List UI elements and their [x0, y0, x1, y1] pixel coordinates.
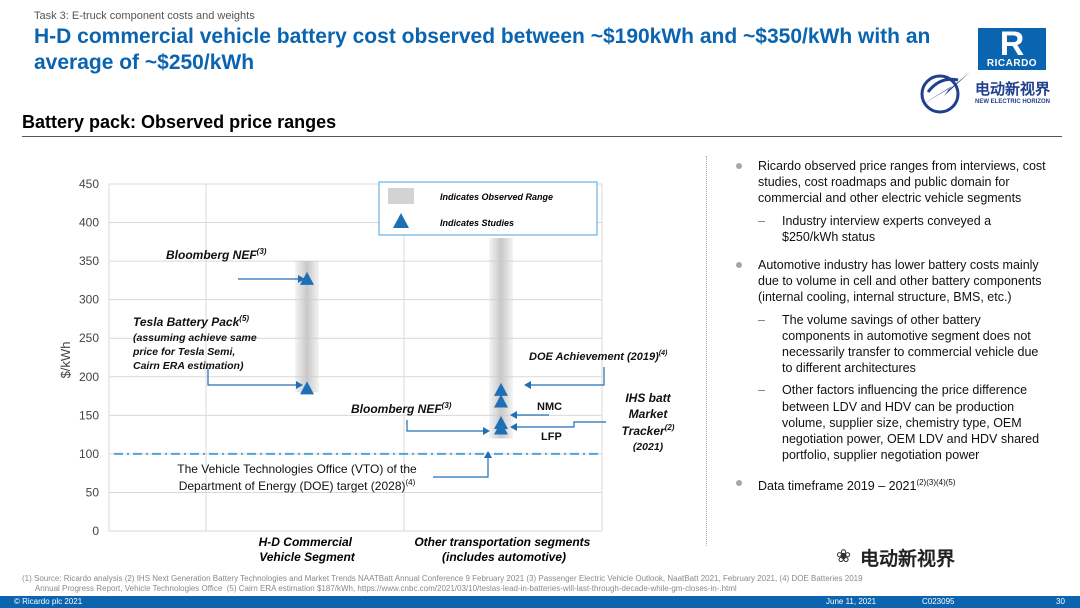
bullet-dot	[736, 163, 742, 169]
logo-letter: R	[1000, 28, 1025, 63]
findings-list: Ricardo observed price ranges from inter…	[730, 158, 1050, 501]
dash-marker: –	[758, 383, 765, 398]
y-tick-label: 250	[79, 331, 99, 345]
category-label: Other transportation segments (includes …	[414, 535, 593, 564]
copyright: © Ricardo plc 2021	[14, 597, 83, 606]
y-tick-label: 0	[92, 524, 99, 538]
y-tick-label: 350	[79, 254, 99, 268]
legend-range-swatch	[388, 188, 414, 204]
annotation-vto: The Vehicle Technologies Office (VTO) of…	[177, 462, 417, 476]
bullet-text: Data timeframe 2019 – 2021	[758, 479, 917, 494]
legend-range-label: Indicates Observed Range	[440, 192, 553, 202]
dash-marker: –	[758, 213, 765, 228]
bullet-item: Data timeframe 2019 – 2021(2)(3)(4)(5)	[730, 475, 1050, 494]
bullet-dot	[736, 480, 742, 487]
watermark-text: 电动新视界	[860, 549, 956, 570]
annotation-lfp: LFP	[541, 431, 562, 443]
bullet-text: Ricardo observed price ranges from inter…	[758, 159, 1046, 206]
observed-range-bar	[489, 237, 513, 439]
annotation-tesla-detail: price for Tesla Semi,	[132, 346, 235, 358]
study-marker	[494, 394, 508, 408]
section-subtitle: Battery pack: Observed price ranges	[22, 112, 337, 132]
arrow-vto	[433, 456, 489, 478]
annotation-ihs: (2021)	[633, 441, 664, 453]
study-marker	[300, 381, 314, 395]
study-marker	[494, 382, 508, 396]
ytick-layer: 0 50 100 150 200 250 300 350 400 450	[79, 177, 99, 538]
bullet-item: Ricardo observed price ranges from inter…	[730, 158, 1050, 207]
arrow-tesla	[207, 368, 298, 386]
annotation-bnef-1: Bloomberg NEF(3)	[166, 247, 267, 262]
footnote-line: (1) Source: Ricardo analysis (2) IHS Nex…	[22, 574, 863, 583]
study-marker	[300, 271, 314, 285]
arrow-doe	[530, 367, 605, 386]
header-divider	[22, 136, 1062, 137]
lightning-globe-icon	[920, 72, 970, 114]
study-layer	[300, 271, 508, 435]
sub-bullet-text: Industry interview experts conveyed a $2…	[782, 213, 992, 244]
annotation-bnef-2: Bloomberg NEF(3)	[351, 401, 452, 416]
bullet-dot	[736, 262, 742, 269]
y-tick-label: 200	[79, 370, 99, 384]
annotation-arrows	[207, 278, 606, 478]
y-tick-label: 150	[79, 408, 99, 422]
battery-price-chart: 0 50 100 150 200 250 300 350 400 450 $/kWh H-D Co…	[58, 177, 675, 564]
bullet-sup: (2)(3)(4)(5)	[916, 478, 956, 488]
annotation-tesla-detail: Cairn ERA estimation)	[133, 360, 244, 372]
y-tick-label: 400	[79, 216, 99, 230]
arrow-bnef-2	[406, 420, 485, 432]
sub-bullet-item: – Industry interview experts conveyed a $…	[730, 213, 1050, 245]
legend-study-marker	[393, 213, 409, 228]
ricardo-logo: R	[978, 28, 1046, 63]
annotation-ihs: Tracker(2)	[622, 423, 675, 438]
y-tick-label: 450	[79, 177, 99, 191]
annotation-tesla: Tesla Battery Pack(5)	[133, 314, 249, 329]
annotation-doe: DOE Achievement (2019)(4)	[529, 350, 668, 363]
task-label: Task 3: E-truck component costs and weig…	[34, 10, 255, 22]
page-number: 30	[1056, 597, 1065, 606]
footer-date: June 11, 2021	[826, 597, 877, 606]
bullet-item: Automotive industry has lower battery co…	[730, 257, 1050, 306]
y-tick-label: 300	[79, 293, 99, 307]
arrow-ihs	[516, 421, 606, 428]
footer-bar: © Ricardo plc 2021 June 11, 2021 C023095…	[0, 596, 1080, 608]
cn-brand-subtitle: NEW ELECTRIC HORIZON	[975, 99, 1050, 105]
annotation-ihs: Market	[629, 407, 669, 421]
arrow-heads	[296, 275, 531, 458]
ricardo-wordmark: RICARDO	[978, 58, 1046, 70]
cn-brand-name: 电动新视界	[975, 81, 1051, 98]
y-axis-label: $/kWh	[58, 342, 73, 379]
annotations: Bloomberg NEF(3) Tesla Battery Pack(5) (…	[132, 247, 675, 493]
y-tick-label: 50	[86, 485, 100, 499]
annotation-ihs: IHS batt	[625, 391, 671, 405]
bullet-text: Automotive industry has lower battery co…	[758, 258, 1042, 305]
annotation-vto: Department of Energy (DOE) target (2028)…	[179, 478, 416, 493]
legend: Indicates Observed Range Indicates Studi…	[378, 181, 598, 236]
panel-divider	[706, 156, 707, 546]
sub-bullet-text: Other factors influencing the price diff…	[782, 383, 1040, 463]
sub-bullet-text: The volume savings of other battery comp…	[782, 312, 1039, 376]
y-tick-label: 100	[79, 447, 99, 461]
study-marker	[494, 421, 508, 435]
annotation-nmc: NMC	[537, 401, 562, 413]
sub-bullet-item: – Other factors influencing the price dif…	[730, 382, 1050, 463]
footnote: (1) Source: Ricardo analysis (2) IHS Nex…	[22, 574, 1022, 594]
legend-study-label: Indicates Studies	[440, 218, 514, 228]
footnote-line: Annual Progress Report, Vehicle Technolo…	[22, 584, 737, 593]
category-label: H-D Commercial Vehicle Segment	[259, 535, 356, 564]
dash-marker: –	[758, 312, 765, 327]
page-title: H-D commercial vehicle battery cost obse…	[34, 25, 931, 74]
wechat-icon: ❀	[836, 546, 852, 566]
annotation-tesla-detail: (assuming achieve same	[133, 332, 257, 344]
doc-id: C023095	[922, 597, 955, 606]
sub-bullet-item: – The volume savings of other battery com…	[730, 312, 1050, 377]
